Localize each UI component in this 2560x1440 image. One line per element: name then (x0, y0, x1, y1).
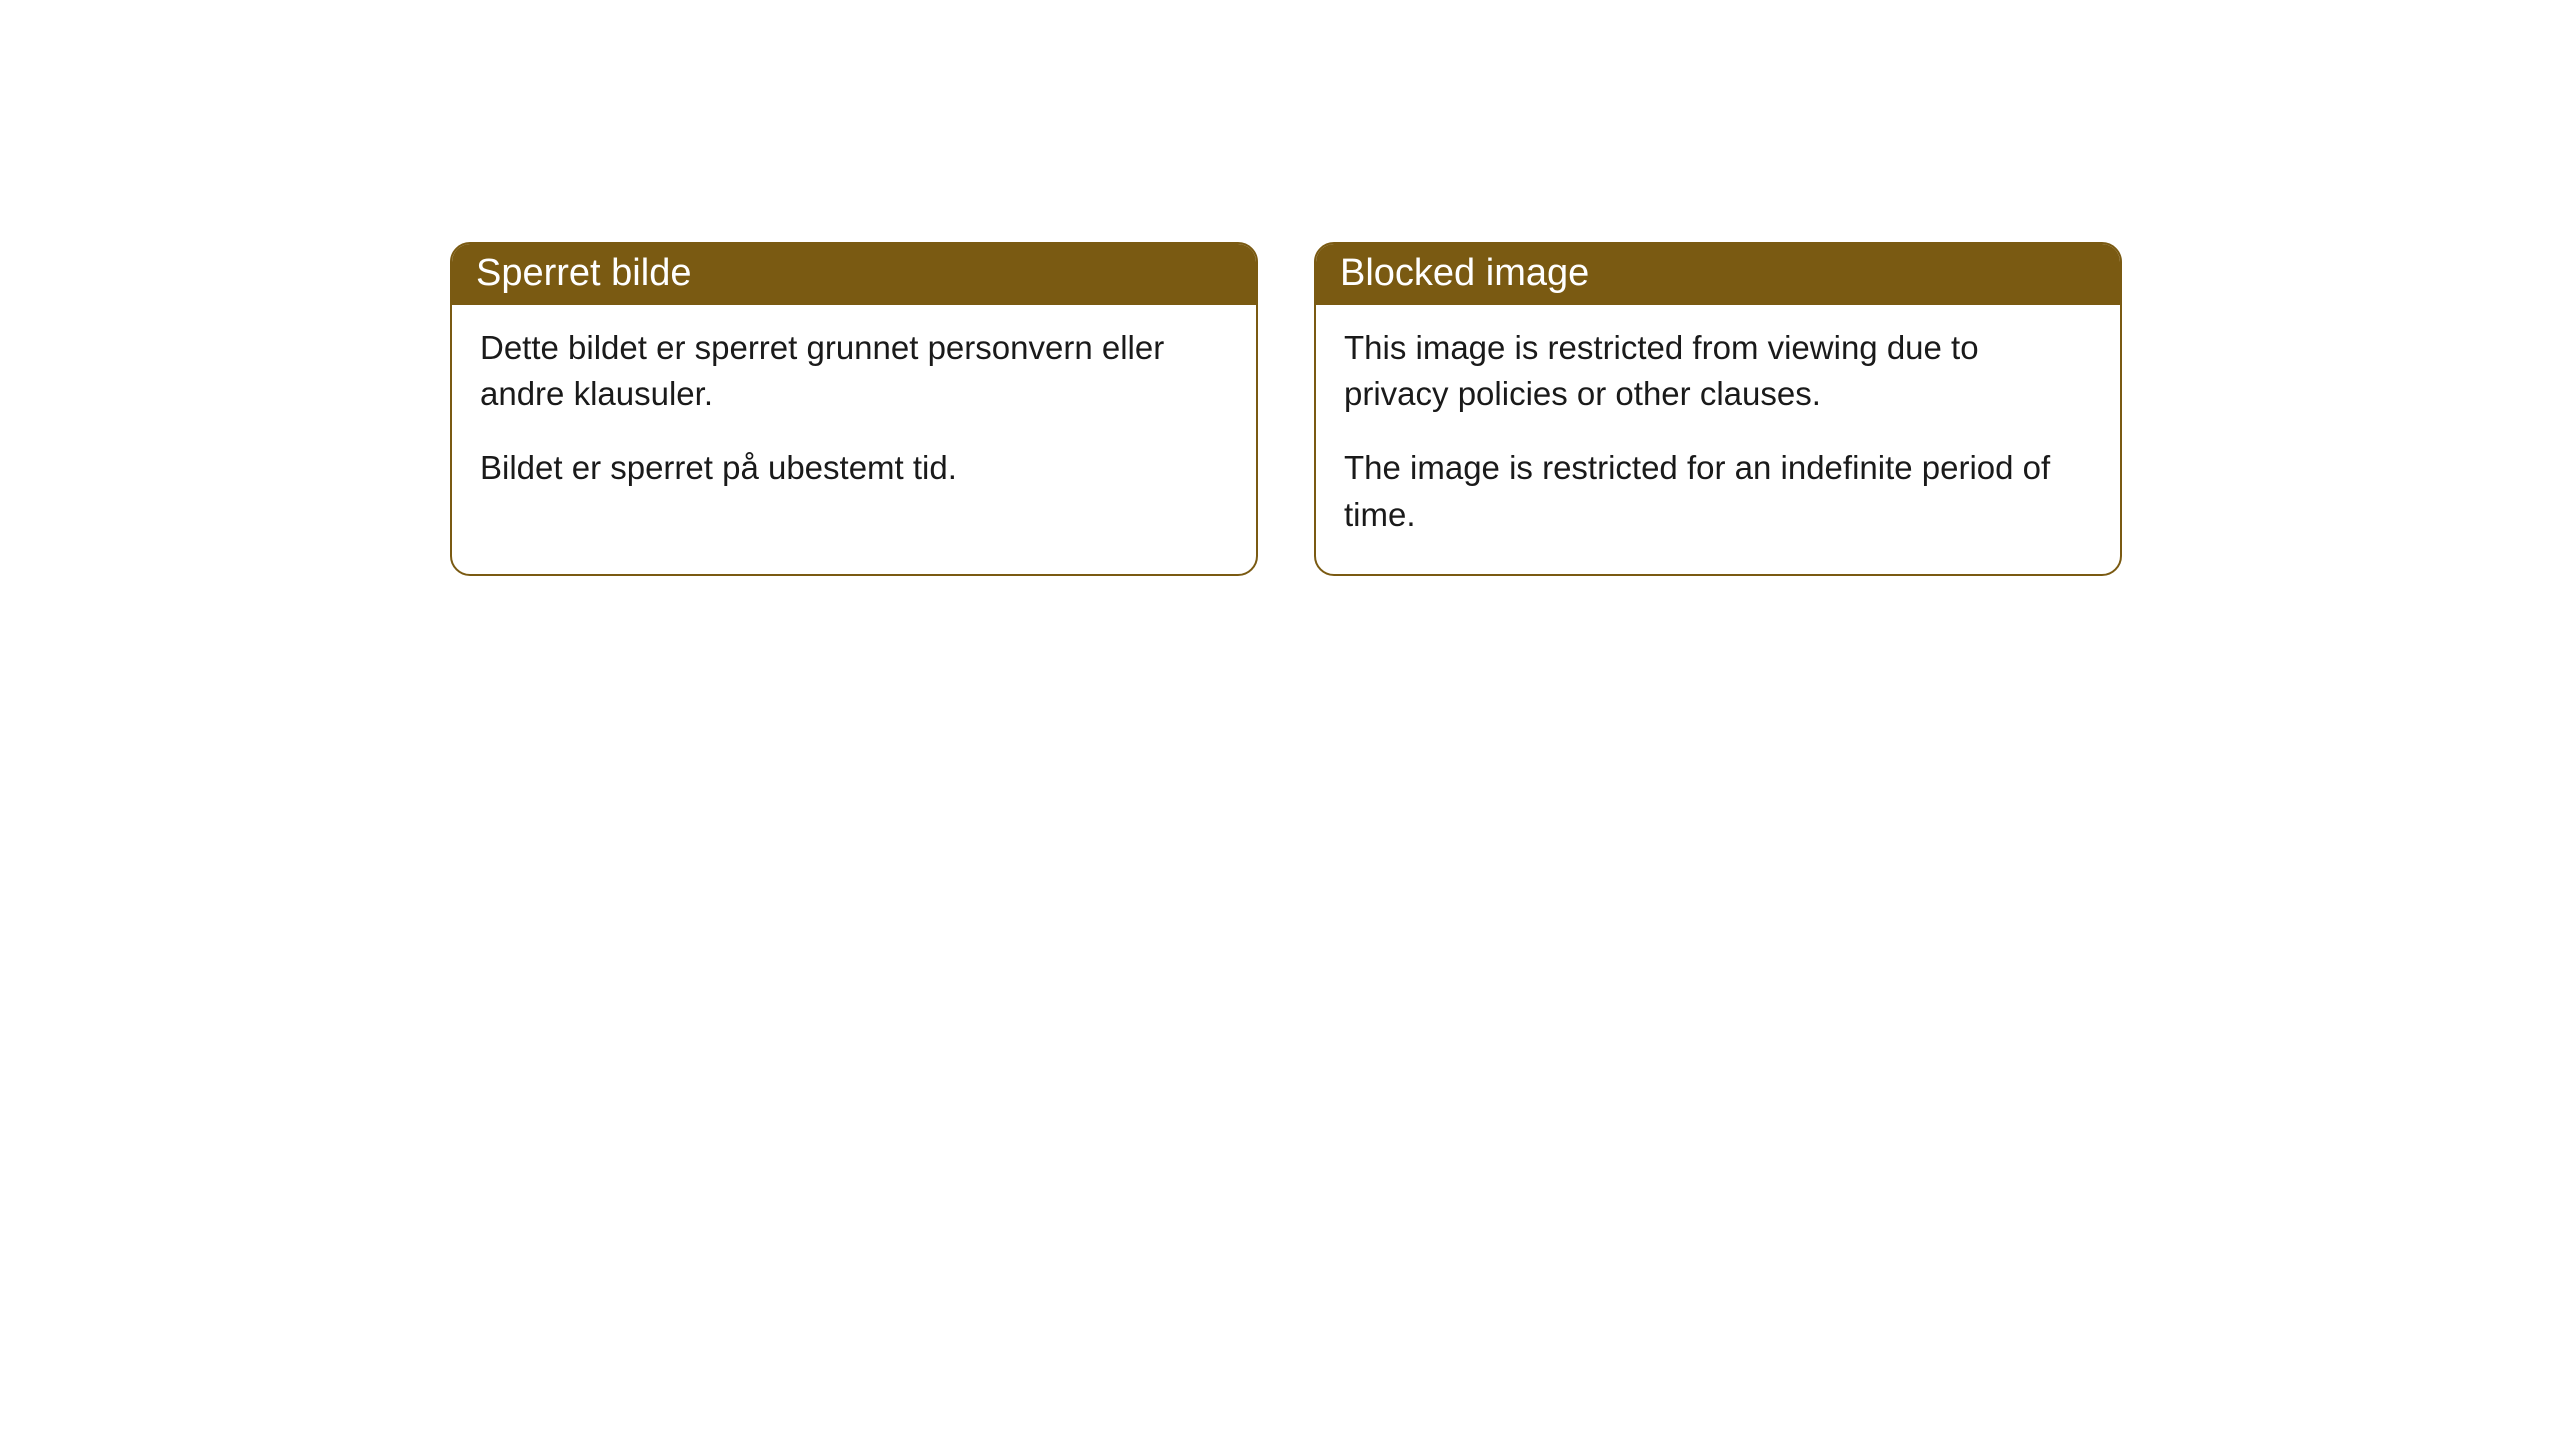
card-body-english: This image is restricted from viewing du… (1316, 305, 2120, 574)
card-paragraph-2-english: The image is restricted for an indefinit… (1344, 445, 2092, 537)
card-header-norwegian: Sperret bilde (452, 244, 1256, 305)
card-body-norwegian: Dette bildet er sperret grunnet personve… (452, 305, 1256, 528)
blocked-image-card-english: Blocked image This image is restricted f… (1314, 242, 2122, 576)
card-header-english: Blocked image (1316, 244, 2120, 305)
blocked-image-card-norwegian: Sperret bilde Dette bildet er sperret gr… (450, 242, 1258, 576)
card-paragraph-1-norwegian: Dette bildet er sperret grunnet personve… (480, 325, 1228, 417)
card-paragraph-2-norwegian: Bildet er sperret på ubestemt tid. (480, 445, 1228, 491)
cards-container: Sperret bilde Dette bildet er sperret gr… (450, 242, 2122, 576)
card-paragraph-1-english: This image is restricted from viewing du… (1344, 325, 2092, 417)
